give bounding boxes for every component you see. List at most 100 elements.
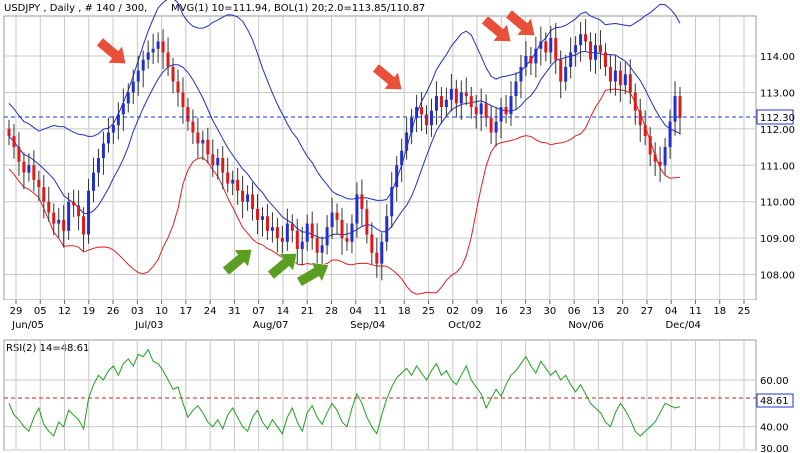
current-price-box <box>756 109 794 125</box>
candle-body <box>57 219 61 224</box>
candle-body <box>121 103 125 115</box>
candle-body <box>489 117 493 133</box>
candle-body <box>136 70 140 82</box>
rsi-tick-label: 30.00 <box>760 444 789 453</box>
candle-body <box>405 132 409 151</box>
red-arrow-shape <box>505 9 536 36</box>
candle-body <box>603 52 607 67</box>
candle-body <box>17 147 21 162</box>
date-tick-label: 20 <box>616 306 629 317</box>
candle-body <box>340 219 344 239</box>
candle-body <box>514 81 518 97</box>
price-tick-label: 111.00 <box>760 161 795 172</box>
rsi-tick-label: 40.00 <box>760 423 789 434</box>
candle-body <box>360 194 364 209</box>
candle-body <box>116 114 120 126</box>
candle-body <box>434 96 438 111</box>
candle-body <box>42 187 46 202</box>
candle-body <box>22 161 26 173</box>
annotation-arrows <box>96 9 536 287</box>
candle-body <box>549 37 553 53</box>
candle-body <box>72 201 76 206</box>
candle-body <box>191 121 195 133</box>
current-price-label: 112.30 <box>760 113 795 124</box>
candle-body <box>569 52 573 67</box>
red-arrow-shape <box>481 15 512 42</box>
month-label: Oct/02 <box>448 320 481 331</box>
candle-body <box>77 205 81 217</box>
candle-body <box>32 165 36 180</box>
green-arrow-shape <box>222 249 253 276</box>
candle-body <box>62 219 66 231</box>
candle-body <box>439 96 443 108</box>
candle-body <box>534 48 538 64</box>
candle-body <box>251 194 255 209</box>
candle-body <box>335 212 339 220</box>
candle-body <box>280 238 284 242</box>
candle-body <box>509 96 513 115</box>
upper-band <box>8 0 681 201</box>
candle-body <box>350 223 354 242</box>
candle-body <box>201 139 205 144</box>
candle-body <box>499 107 503 122</box>
candle-body <box>345 238 349 242</box>
candle-body <box>628 74 632 93</box>
date-tick-label: 09 <box>471 306 484 317</box>
candle-body <box>285 223 289 242</box>
candle-body <box>310 223 314 239</box>
candle-body <box>256 208 260 220</box>
candle-body <box>226 172 230 184</box>
price-tick-label: 109.00 <box>760 234 795 245</box>
candle-body <box>82 216 86 235</box>
candle-body <box>484 103 488 118</box>
candlesticks <box>7 19 682 281</box>
candle-body <box>653 154 657 162</box>
green-arrow <box>267 253 298 280</box>
candle-body <box>161 41 165 53</box>
candle-body <box>176 81 180 93</box>
candle-body <box>544 41 548 53</box>
green-arrow <box>296 262 329 287</box>
red-arrow-shape <box>372 63 403 90</box>
date-tick-label: 25 <box>738 306 751 317</box>
candle-body <box>305 223 309 242</box>
candle-body <box>300 241 304 250</box>
date-tick-label: 02 <box>446 306 459 317</box>
date-tick-label: 18 <box>398 306 411 317</box>
candle-body <box>151 48 155 53</box>
candle-body <box>146 52 150 60</box>
date-tick-label: 31 <box>228 306 241 317</box>
date-tick-label: 14 <box>277 306 290 317</box>
candle-body <box>425 114 429 126</box>
chart-title: USDJPY , Daily , # 140 / 300, <box>4 3 147 14</box>
candle-body <box>554 37 558 60</box>
date-ticks: 29 05 12 19 26 03 10 17 24 31 07 14 21 28 04 11 18 25 02 09… <box>10 300 751 331</box>
green-arrow-shape <box>296 262 329 287</box>
date-tick-label: 23 <box>519 306 532 317</box>
rsi-grid <box>4 340 756 451</box>
date-tick-label: 21 <box>301 306 314 317</box>
candle-body <box>365 208 369 235</box>
month-label: Jul/03 <box>134 320 163 331</box>
red-arrow <box>96 37 127 64</box>
candle-body <box>564 66 568 82</box>
candle-body <box>589 41 593 60</box>
date-tick-label: 03 <box>131 306 144 317</box>
month-label: Dec/04 <box>665 320 700 331</box>
candle-body <box>648 136 652 155</box>
candle-body <box>181 92 185 108</box>
month-label: Nov/06 <box>568 320 604 331</box>
candle-body <box>584 34 588 42</box>
date-tick-label: 05 <box>34 306 47 317</box>
candle-body <box>594 45 597 60</box>
candle-body <box>275 227 279 239</box>
candle-body <box>395 165 399 188</box>
date-tick-label: 07 <box>252 306 265 317</box>
candle-body <box>370 234 374 253</box>
candle-body <box>156 41 160 49</box>
candle-body <box>126 92 130 104</box>
candle-body <box>613 70 617 82</box>
candle-body <box>420 107 424 115</box>
candle-body <box>216 158 220 166</box>
candle-body <box>315 238 319 253</box>
